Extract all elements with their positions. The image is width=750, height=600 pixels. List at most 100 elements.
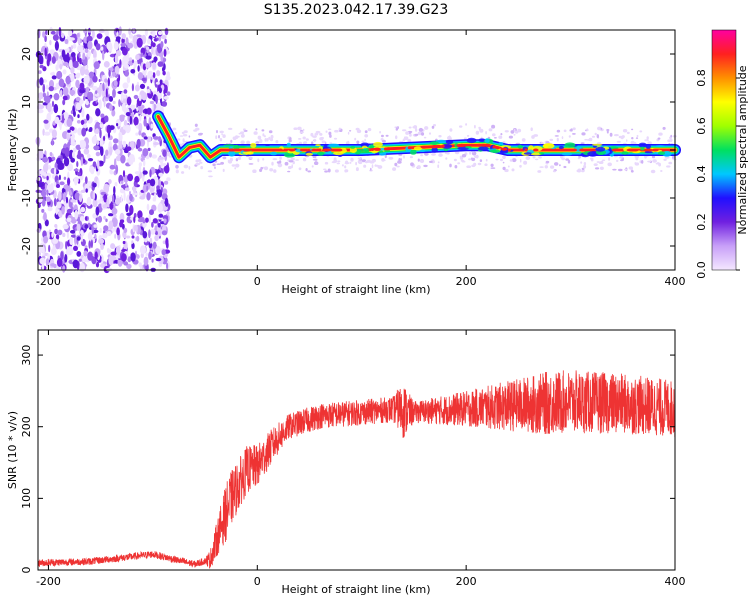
noise-blob — [127, 42, 134, 49]
noise-blob — [85, 188, 88, 193]
scatter-dot — [607, 162, 612, 167]
noise-blob — [104, 78, 108, 83]
figure-title: S135.2023.042.17.39.G23 — [264, 2, 449, 18]
x-tick-label: 200 — [456, 575, 477, 588]
scatter-dot — [565, 158, 570, 161]
scatter-dot — [584, 138, 588, 141]
noise-blob — [53, 93, 60, 101]
scatter-dot — [530, 127, 533, 131]
noise-blob — [146, 185, 149, 191]
scatter-dot — [594, 132, 597, 136]
noise-blob — [67, 129, 71, 133]
scatter-dot — [243, 128, 246, 131]
scatter-dot — [454, 165, 458, 169]
scatter-dot — [479, 128, 484, 133]
noise-blob — [155, 95, 158, 104]
ridge-blob — [236, 145, 248, 148]
noise-blob — [114, 65, 120, 75]
scatter-dot — [668, 161, 673, 165]
noise-blob — [164, 38, 167, 44]
noise-blob — [86, 113, 90, 121]
ridge-blob — [445, 139, 454, 145]
noise-blob — [128, 33, 134, 39]
noise-blob — [114, 54, 119, 64]
noise-blob — [157, 222, 161, 228]
noise-blob — [158, 172, 164, 177]
noise-blob — [158, 156, 164, 160]
scatter-dot — [305, 168, 308, 172]
noise-blob — [72, 43, 77, 49]
scatter-dot — [235, 158, 239, 162]
scatter-dot — [271, 161, 274, 166]
noise-blob — [113, 80, 118, 87]
noise-blob — [166, 71, 170, 79]
noise-blob — [133, 116, 139, 126]
noise-blob — [118, 26, 122, 36]
noise-blob — [61, 32, 65, 39]
noise-blob — [53, 263, 57, 269]
ridge-peak — [495, 146, 500, 150]
noise-blob — [98, 238, 105, 244]
scatter-dot — [197, 159, 202, 162]
noise-blob — [100, 146, 104, 157]
scatter-dot — [599, 166, 604, 170]
scatter-dot — [569, 129, 572, 132]
noise-blob — [79, 57, 82, 65]
noise-blob — [68, 189, 72, 196]
scatter-dot — [647, 141, 652, 145]
scatter-dot — [214, 166, 216, 169]
noise-blob — [80, 119, 85, 126]
noise-blob — [165, 237, 169, 247]
scatter-dot — [261, 129, 265, 132]
ridge-peak — [440, 144, 445, 148]
noise-blob — [135, 54, 140, 61]
noise-blob — [137, 72, 144, 81]
scatter-dot — [403, 137, 406, 141]
ridge-blob — [558, 145, 564, 150]
scatter-dot — [420, 132, 425, 136]
ridge-peak — [370, 148, 375, 151]
scatter-dot — [363, 164, 367, 168]
noise-blob — [104, 184, 110, 188]
noise-blob — [44, 131, 51, 136]
noise-blob — [77, 36, 81, 45]
noise-blob — [53, 103, 59, 114]
scatter-dot — [445, 157, 448, 160]
noise-blob — [157, 203, 163, 213]
scatter-dot — [550, 165, 555, 169]
noise-blob — [145, 252, 148, 257]
noise-blob — [69, 73, 75, 82]
noise-blob — [45, 30, 48, 35]
noise-blob — [42, 128, 45, 136]
noise-blob — [149, 237, 153, 244]
noise-blob — [125, 112, 131, 117]
noise-blob — [162, 240, 166, 244]
scatter-dot — [572, 133, 576, 135]
noise-blob — [126, 146, 132, 151]
scatter-dot — [581, 170, 585, 173]
scatter-dot — [600, 127, 603, 130]
noise-blob — [115, 245, 121, 256]
noise-blob — [109, 104, 113, 111]
noise-blob — [43, 235, 49, 244]
ridge-peak — [299, 148, 308, 152]
scatter-dot — [370, 167, 372, 171]
noise-blob — [160, 41, 164, 49]
scatter-dot — [295, 159, 299, 161]
scatter-dot — [666, 165, 671, 168]
scatter-dot — [663, 158, 667, 161]
spectrogram-ridge — [152, 110, 681, 164]
noise-blob — [129, 193, 133, 202]
scatter-dot — [218, 135, 220, 139]
y-tick-label: 20 — [20, 47, 33, 61]
scatter-dot — [219, 130, 224, 134]
ridge-blob — [317, 151, 325, 156]
scatter-dot — [276, 161, 281, 164]
noise-blob — [76, 251, 82, 257]
noise-blob — [139, 264, 142, 272]
noise-blob — [118, 99, 121, 108]
noise-blob — [142, 231, 148, 239]
colorbar-tick-label: 0.2 — [695, 213, 708, 231]
ridge-peak — [524, 148, 528, 152]
